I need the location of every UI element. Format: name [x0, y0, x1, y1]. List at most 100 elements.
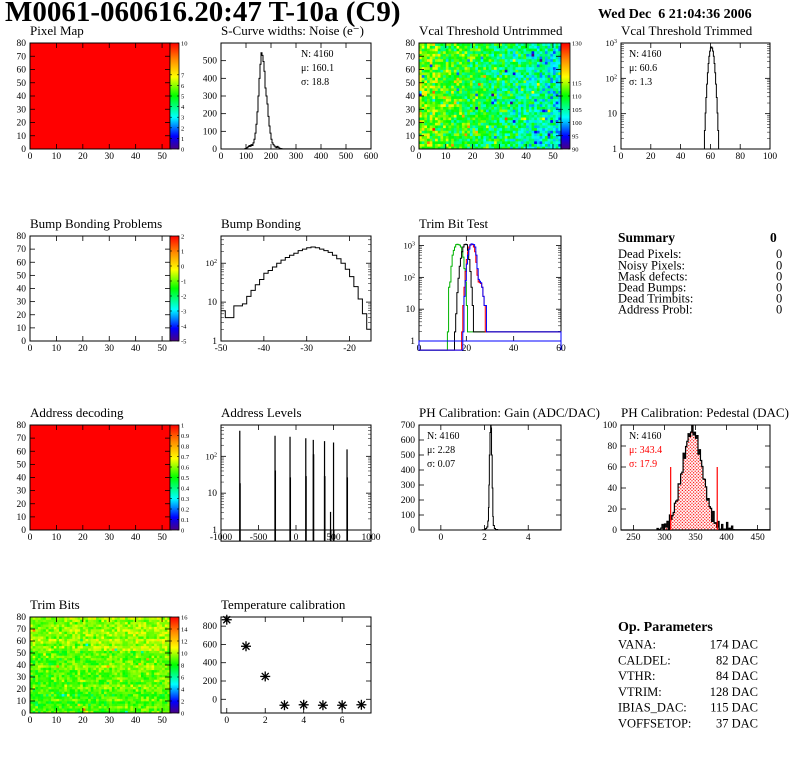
svg-text:20: 20	[17, 500, 27, 510]
svg-text:200: 200	[401, 496, 416, 506]
svg-text:100: 100	[203, 127, 218, 137]
svg-text:115: 115	[572, 80, 582, 87]
svg-text:40: 40	[406, 92, 416, 102]
svg-text:400: 400	[203, 74, 218, 84]
svg-text:500: 500	[203, 57, 218, 67]
svg-text:10: 10	[441, 152, 451, 162]
svg-text:700: 700	[401, 421, 416, 431]
svg-text:40: 40	[131, 533, 141, 543]
svg-text:10: 10	[17, 132, 27, 142]
svg-text:70: 70	[17, 245, 27, 255]
svg-text:0: 0	[28, 344, 33, 354]
svg-text:4: 4	[526, 533, 531, 543]
svg-text:1: 1	[612, 145, 617, 155]
svg-text:40: 40	[131, 152, 141, 162]
svg-text:50: 50	[17, 271, 27, 281]
svg-text:-2: -2	[181, 294, 186, 301]
svg-text:102: 102	[606, 73, 618, 83]
svg-text:70: 70	[17, 434, 27, 444]
svg-text:40: 40	[131, 344, 141, 354]
svg-text:40: 40	[676, 152, 686, 162]
svg-text:PH Calibration: Gain (ADC/DAC): PH Calibration: Gain (ADC/DAC)	[419, 405, 600, 420]
svg-text:N: 4160: N: 4160	[629, 431, 662, 442]
svg-text:1: 1	[410, 337, 415, 347]
svg-text:20: 20	[468, 152, 478, 162]
svg-text:σ: 1.3: σ: 1.3	[629, 77, 652, 88]
svg-text:0: 0	[21, 709, 26, 719]
svg-text:10: 10	[181, 41, 188, 48]
svg-text:20: 20	[17, 119, 27, 129]
svg-text:20: 20	[78, 533, 88, 543]
svg-text:10: 10	[406, 132, 416, 142]
svg-text:40: 40	[608, 484, 618, 494]
svg-text:0: 0	[181, 147, 184, 154]
svg-text:1: 1	[181, 423, 184, 430]
svg-text:0: 0	[410, 145, 415, 155]
svg-text:Summary: Summary	[618, 230, 675, 245]
svg-text:0.7: 0.7	[181, 454, 190, 461]
svg-text:60: 60	[17, 258, 27, 268]
svg-text:1: 1	[181, 136, 184, 143]
svg-text:130: 130	[572, 41, 582, 48]
svg-text:500: 500	[401, 451, 416, 461]
svg-text:10: 10	[52, 344, 62, 354]
svg-text:30: 30	[104, 716, 114, 726]
svg-text:0: 0	[410, 526, 415, 536]
svg-text:100: 100	[572, 120, 582, 127]
svg-text:σ: 18.8: σ: 18.8	[301, 77, 329, 88]
svg-text:-4: -4	[181, 324, 187, 331]
svg-text:80: 80	[608, 442, 618, 452]
svg-text:50: 50	[548, 152, 558, 162]
svg-text:0.1: 0.1	[181, 517, 189, 524]
svg-text:400: 400	[314, 152, 329, 162]
svg-text:70: 70	[17, 52, 27, 62]
svg-text:250: 250	[626, 533, 641, 543]
svg-text:0: 0	[438, 533, 443, 543]
svg-text:μ: 60.6: μ: 60.6	[629, 63, 657, 74]
svg-text:0: 0	[612, 526, 617, 536]
svg-text:30: 30	[104, 533, 114, 543]
svg-text:Vcal Threshold Trimmed: Vcal Threshold Trimmed	[621, 23, 753, 38]
svg-text:0: 0	[219, 152, 224, 162]
svg-text:10: 10	[52, 152, 62, 162]
svg-text:0: 0	[776, 303, 782, 317]
svg-text:60: 60	[706, 152, 716, 162]
svg-text:1: 1	[212, 337, 217, 347]
svg-text:50: 50	[157, 716, 167, 726]
svg-text:300: 300	[203, 92, 218, 102]
svg-text:S-Curve widths: Noise (e⁻): S-Curve widths: Noise (e⁻)	[221, 23, 364, 38]
svg-text:10: 10	[406, 305, 416, 315]
svg-text:30: 30	[17, 298, 27, 308]
svg-text:0.6: 0.6	[181, 465, 190, 472]
svg-text:μ: 160.1: μ: 160.1	[301, 63, 334, 74]
svg-text:0: 0	[619, 152, 624, 162]
svg-text:0.3: 0.3	[181, 496, 189, 503]
svg-text:10: 10	[608, 110, 618, 120]
svg-text:30: 30	[104, 152, 114, 162]
svg-text:Bump Bonding Problems: Bump Bonding Problems	[30, 216, 162, 231]
svg-text:10: 10	[17, 697, 27, 707]
svg-text:600: 600	[364, 152, 379, 162]
svg-text:7: 7	[181, 72, 185, 79]
svg-text:103: 103	[606, 38, 618, 48]
svg-text:400: 400	[719, 533, 734, 543]
svg-text:60: 60	[608, 463, 618, 473]
svg-text:3: 3	[181, 115, 184, 122]
svg-text:10: 10	[208, 298, 218, 308]
svg-text:σ: 17.9: σ: 17.9	[629, 459, 657, 470]
svg-text:100: 100	[239, 152, 254, 162]
svg-text:Address Probl:: Address Probl:	[618, 303, 693, 317]
svg-text:σ: 0.07: σ: 0.07	[427, 459, 455, 470]
svg-text:-40: -40	[258, 344, 271, 354]
svg-text:2: 2	[181, 234, 184, 241]
svg-text:0.5: 0.5	[181, 475, 189, 482]
svg-text:-5: -5	[181, 339, 186, 346]
svg-text:5: 5	[181, 94, 184, 101]
svg-text:-3: -3	[181, 309, 186, 316]
svg-text:80: 80	[17, 39, 27, 49]
svg-text:0: 0	[770, 230, 777, 245]
svg-text:40: 40	[521, 152, 531, 162]
svg-text:10: 10	[52, 716, 62, 726]
svg-text:30: 30	[17, 487, 27, 497]
svg-text:100: 100	[763, 152, 778, 162]
